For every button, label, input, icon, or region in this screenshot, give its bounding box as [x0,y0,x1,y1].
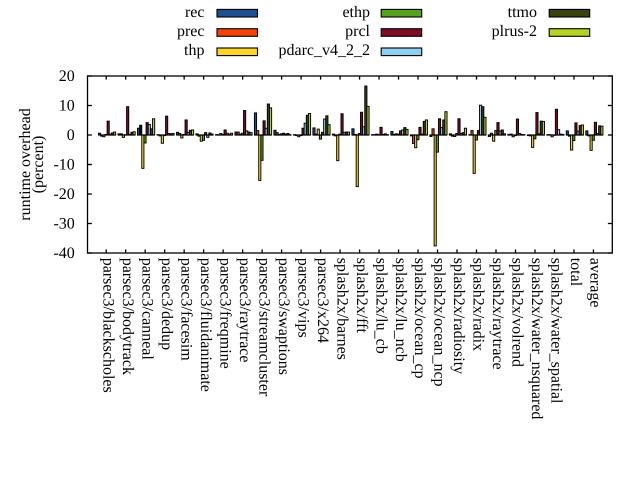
svg-text:10: 10 [59,98,75,115]
svg-text:splash2x/raytrace: splash2x/raytrace [489,258,506,370]
svg-text:parsec3/facesim: parsec3/facesim [177,258,194,362]
svg-text:ethp: ethp [342,4,370,21]
svg-text:splash2x/lu_ncb: splash2x/lu_ncb [392,258,409,362]
svg-text:-20: -20 [53,186,74,203]
svg-text:splash2x/volrend: splash2x/volrend [509,258,526,367]
svg-text:parsec3/dedup: parsec3/dedup [158,258,175,350]
svg-text:rec: rec [185,4,205,21]
svg-text:splash2x/water_spatial: splash2x/water_spatial [548,258,565,404]
svg-text:ttmo: ttmo [508,4,537,21]
svg-text:splash2x/ocean_ncp: splash2x/ocean_ncp [431,258,448,387]
svg-text:parsec3/freqmine: parsec3/freqmine [216,258,233,369]
svg-text:average: average [587,258,604,308]
svg-text:parsec3/canneal: parsec3/canneal [138,258,155,361]
svg-text:parsec3/fluidanimate: parsec3/fluidanimate [197,258,214,392]
svg-text:20: 20 [59,68,75,85]
svg-text:prcl: prcl [345,23,370,40]
svg-text:-30: -30 [53,216,74,233]
svg-text:splash2x/ocean_cp: splash2x/ocean_cp [411,258,428,379]
svg-text:thp: thp [184,42,204,59]
svg-text:splash2x/barnes: splash2x/barnes [333,258,350,360]
svg-text:splash2x/fft: splash2x/fft [353,258,370,334]
svg-text:splash2x/radix: splash2x/radix [470,258,487,351]
svg-text:splash2x/lu_cb: splash2x/lu_cb [372,258,389,354]
svg-text:parsec3/swaptions: parsec3/swaptions [275,258,292,375]
svg-text:parsec3/bodytrack: parsec3/bodytrack [119,258,136,375]
svg-text:plrus-2: plrus-2 [492,23,537,40]
svg-text:parsec3/blackscholes: parsec3/blackscholes [99,258,116,393]
svg-text:-40: -40 [53,245,74,262]
svg-text:splash2x/water_nsquared: splash2x/water_nsquared [528,258,545,420]
svg-text:splash2x/radiosity: splash2x/radiosity [450,258,467,374]
svg-text:parsec3/raytrace: parsec3/raytrace [236,258,253,363]
svg-text:total: total [567,258,584,287]
svg-text:0: 0 [67,127,75,144]
svg-text:-10: -10 [53,157,74,174]
svg-text:parsec3/streamcluster: parsec3/streamcluster [255,258,272,397]
svg-text:parsec3/vips: parsec3/vips [294,258,311,338]
svg-text:(percent): (percent) [30,136,47,194]
svg-text:pdarc_v4_2_2: pdarc_v4_2_2 [278,42,370,59]
svg-text:parsec3/x264: parsec3/x264 [314,258,331,343]
svg-text:prec: prec [177,23,205,40]
